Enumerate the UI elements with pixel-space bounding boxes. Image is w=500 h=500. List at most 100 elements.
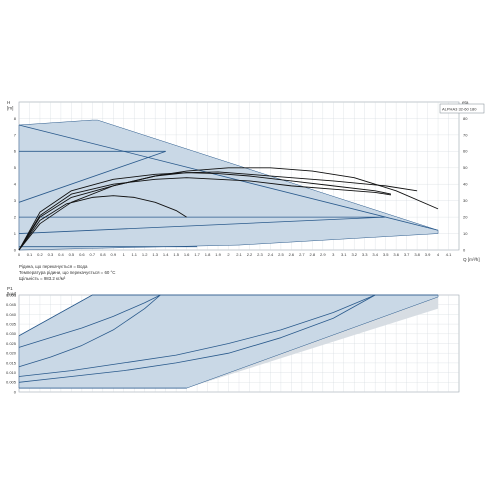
fluid-note: Рідина, що перекачується = Вода: [19, 264, 88, 269]
head-series-5: [18, 124, 439, 231]
power-axis-label: P1 [kW]: [7, 286, 16, 297]
head-x-tick-label: 2.3: [257, 252, 263, 257]
head-x-tick-label: 0.8: [100, 252, 106, 257]
power-y-tick-label: 0.015: [6, 360, 17, 365]
head-x-tick-label: 2: [227, 252, 230, 257]
head-x-tick-label: 1.8: [205, 252, 211, 257]
head-y-right-tick-label: 70: [463, 132, 468, 137]
head-x-tick-label: 0: [18, 252, 21, 257]
power-flow-chart: 0 0.005 0.010 0.015 0.020 0.025 0.030 0.035 0.04…: [6, 286, 460, 394]
head-series-7: [18, 177, 391, 251]
head-x-tick-label: 0.4: [58, 252, 64, 257]
model-label: ALPHA3 32-60 180: [442, 107, 477, 112]
head-y-right-tick-label: 0: [463, 247, 466, 252]
power-y-tick-label: 0.040: [6, 312, 17, 317]
head-x-tick-label: 1.6: [184, 252, 190, 257]
power-y-tick-label: 0.005: [6, 380, 17, 385]
head-y-tick-label: 1: [14, 231, 17, 236]
head-x-tick-label: 3.1: [341, 252, 347, 257]
head-x-tick-label: 4.1: [446, 252, 452, 257]
power-y-tick-label: 0.020: [6, 351, 17, 356]
head-x-tick-label: 0.1: [27, 252, 33, 257]
head-y-tick-label: 4: [14, 182, 17, 187]
head-x-tick-label: 1.9: [215, 252, 221, 257]
power-y-tick-label: 0.045: [6, 302, 17, 307]
power-series-0: [18, 294, 439, 337]
head-y-tick-label: 6: [14, 149, 17, 154]
head-x-tick-label: 2.2: [247, 252, 253, 257]
head-y-tick-label: 3: [14, 198, 17, 203]
head-x-tick-label: 1.7: [194, 252, 200, 257]
head-x-tick-label: 0.9: [111, 252, 117, 257]
head-y-right-tick-label: 80: [463, 116, 468, 121]
head-y-tick-label: 2: [14, 215, 17, 220]
head-y-tick-label: 0: [14, 247, 17, 252]
head-axis-label-line: H: [7, 100, 10, 105]
head-x-tick-label: 2.9: [320, 252, 326, 257]
power-series-3: [18, 294, 376, 377]
head-series-9: [18, 167, 439, 251]
power-y-tick-label: 0.035: [6, 322, 17, 327]
head-x-tick-label: 1.5: [173, 252, 179, 257]
head-series-3: [18, 216, 386, 234]
head-x-tick-label: 2.4: [268, 252, 274, 257]
head-x-tick-label: 0.6: [79, 252, 85, 257]
head-x-tick-label: 2.6: [289, 252, 295, 257]
power-y-tick-label: 0.030: [6, 331, 17, 336]
head-y-tick-label: 5: [14, 165, 17, 170]
head-series-6: [18, 172, 391, 251]
head-axis-label-line: [m]: [7, 106, 13, 111]
head-x-tick-label: 1: [123, 252, 126, 257]
head-flow-chart: 0 0.1 0.2 0.3 0.4 0.5 0.6 0.7 0.8 0.9 1 1.1 1.2 1.3 1.…: [7, 100, 485, 281]
head-x-tick-label: 2.5: [278, 252, 284, 257]
power-series-4: [18, 294, 376, 383]
head-x-tick-label: 0.2: [37, 252, 43, 257]
head-x-tick-label: 0.7: [90, 252, 96, 257]
eta-axis-label-line: eta: [462, 100, 469, 105]
head-y-tick-label: 7: [14, 132, 17, 137]
head-series-8: [18, 171, 418, 251]
power-axis-label-line: P1: [7, 286, 13, 291]
head-x-tick-label: 3.6: [393, 252, 399, 257]
head-x-tick-label: 1.2: [142, 252, 148, 257]
head-x-tick-label: 3.2: [351, 252, 357, 257]
model-label-box: [439, 103, 485, 114]
head-y-right-tick-label: 30: [463, 198, 468, 203]
head-series-1: [18, 150, 166, 203]
head-y-right-tick-label: 50: [463, 165, 468, 170]
head-x-tick-label: 3.5: [383, 252, 389, 257]
head-x-tick-label: 3.7: [404, 252, 410, 257]
power-y-tick-label: 0.010: [6, 370, 17, 375]
head-x-tick-label: 0.3: [48, 252, 54, 257]
head-x-tick-label: 3.9: [425, 252, 431, 257]
head-x-tick-label: 2.7: [299, 252, 305, 257]
head-x-tick-label: 3.8: [414, 252, 420, 257]
head-axis-label: H [m]: [7, 100, 13, 111]
power-y-tick-label: 0.025: [6, 341, 17, 346]
head-x-tick-label: 3: [332, 252, 335, 257]
fluid-note: Температура рідини, що перекачується = 6…: [19, 270, 115, 275]
head-y-right-tick-label: 40: [463, 182, 468, 187]
head-series-10: [18, 195, 187, 251]
power-series-1: [18, 294, 161, 348]
head-x-tick-label: 3.3: [362, 252, 368, 257]
power-y-tick-label: 0: [14, 389, 17, 394]
power-axis-label-line: [kW]: [7, 292, 16, 297]
power-y-tick-label: 0.050: [6, 292, 17, 297]
head-y-tick-label: 8: [14, 116, 17, 121]
head-x-tick-label: 1.4: [163, 252, 169, 257]
head-operating-area: [18, 119, 439, 251]
head-x-tick-label: 2.8: [310, 252, 316, 257]
power-series-2: [18, 294, 161, 368]
head-y-right-tick-label: 20: [463, 215, 468, 220]
head-x-tick-label: 4: [437, 252, 440, 257]
head-x-tick-label: 0.5: [69, 252, 75, 257]
head-x-tick-label: 1.1: [131, 252, 137, 257]
head-x-tick-label: 2.1: [236, 252, 242, 257]
head-y-right-tick-label: 10: [463, 231, 468, 236]
head-x-tick-label: 1.3: [152, 252, 158, 257]
head-x-tick-label: 3.4: [372, 252, 378, 257]
flow-axis-label: Q [m³/h]: [463, 257, 480, 262]
